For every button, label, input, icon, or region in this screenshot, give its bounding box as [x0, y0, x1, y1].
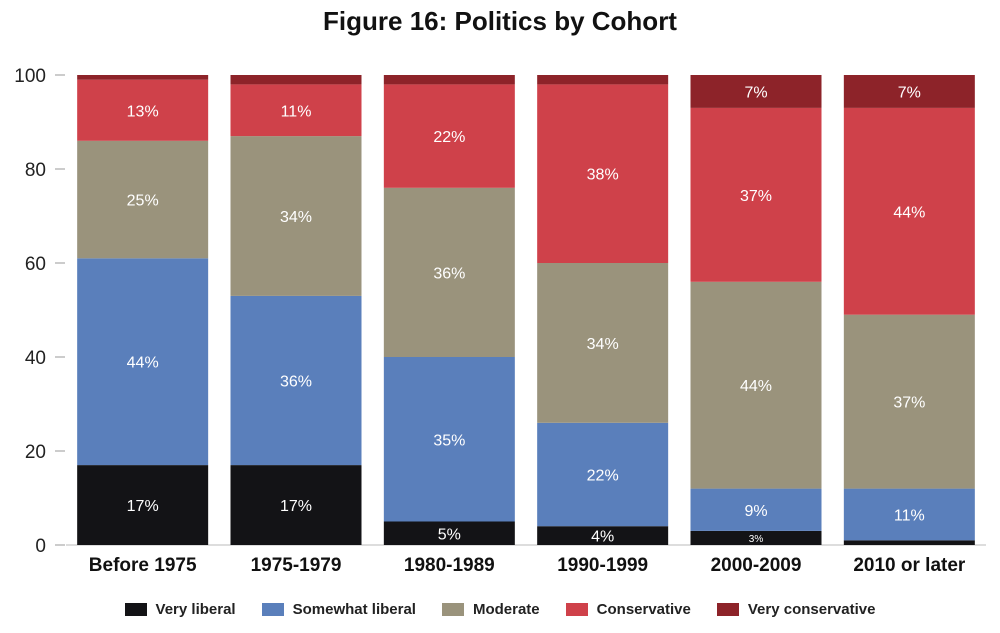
legend-item-very-conservative: Very conservative: [716, 601, 876, 618]
x-tick-label-2000-2009: 2000-2009: [711, 555, 802, 576]
data-label-very-conservative-2000-2009: 7%: [744, 84, 767, 101]
bar-segment-somewhat-liberal-before-1975: [77, 258, 209, 466]
data-label-conservative-2010-or-later: 44%: [893, 204, 925, 221]
bar-segment-somewhat-liberal-1975-1979: [230, 295, 362, 466]
bar-segment-conservative-1980-1989: [383, 84, 515, 188]
legend-swatch-very-liberal: [124, 603, 147, 616]
x-tick-label-1980-1989: 1980-1989: [404, 555, 495, 576]
bar-segment-very-conservative-1980-1989: [383, 75, 515, 85]
data-label-somewhat-liberal-1990-1999: 22%: [587, 468, 619, 485]
legend-label-very-conservative: Very conservative: [747, 601, 876, 618]
data-label-very-liberal-before-1975: 17%: [127, 498, 159, 515]
x-tick-label-before-1975: Before 1975: [89, 555, 197, 576]
bar-segment-very-liberal-before-1975: [77, 465, 209, 545]
data-label-somewhat-liberal-2000-2009: 9%: [744, 503, 767, 520]
x-tick-label-1975-1979: 1975-1979: [251, 555, 342, 576]
data-label-conservative-1980-1989: 22%: [433, 129, 465, 146]
data-label-somewhat-liberal-1980-1989: 35%: [433, 432, 465, 449]
data-label-somewhat-liberal-before-1975: 44%: [127, 355, 159, 372]
data-label-conservative-1975-1979: 11%: [281, 103, 312, 120]
data-label-somewhat-liberal-2010-or-later: 11%: [894, 507, 925, 524]
data-label-conservative-2000-2009: 37%: [740, 188, 772, 205]
y-tick-label-40: 40: [25, 348, 46, 369]
x-tick-label-2010-or-later: 2010 or later: [853, 555, 966, 576]
bar-segment-somewhat-liberal-2010-or-later: [843, 488, 975, 541]
bar-segment-moderate-1975-1979: [230, 136, 362, 296]
bar-segment-very-conservative-1990-1999: [537, 75, 669, 85]
y-tick-label-80: 80: [25, 160, 46, 181]
bar-segment-conservative-before-1975: [77, 79, 209, 141]
bar-segment-moderate-1980-1989: [383, 187, 515, 357]
legend-label-very-liberal: Very liberal: [155, 601, 236, 618]
legend-item-very-liberal: Very liberal: [124, 601, 236, 618]
data-label-moderate-1990-1999: 34%: [587, 336, 619, 353]
data-label-conservative-1990-1999: 38%: [587, 167, 619, 184]
bar-segment-very-liberal-1975-1979: [230, 465, 362, 545]
data-label-moderate-1980-1989: 36%: [433, 265, 465, 282]
data-label-very-liberal-1975-1979: 17%: [280, 498, 312, 515]
y-tick-label-20: 20: [25, 442, 46, 463]
bar-segment-very-conservative-2000-2009: [690, 75, 822, 108]
legend-label-somewhat-liberal: Somewhat liberal: [292, 601, 416, 618]
data-label-somewhat-liberal-1975-1979: 36%: [280, 374, 312, 391]
legend-label-moderate: Moderate: [472, 601, 540, 618]
bar-segment-moderate-before-1975: [77, 140, 209, 259]
bar-segment-very-conservative-2010-or-later: [843, 75, 975, 108]
bar-segment-very-liberal-1980-1989: [383, 521, 515, 545]
data-label-moderate-before-1975: 25%: [127, 193, 159, 210]
bar-segment-somewhat-liberal-2000-2009: [690, 488, 822, 531]
legend-swatch-moderate: [441, 603, 464, 616]
legend-swatch-conservative: [565, 603, 588, 616]
bar-segment-conservative-2010-or-later: [843, 107, 975, 315]
bar-segment-conservative-1975-1979: [230, 84, 362, 137]
y-tick-label-60: 60: [25, 254, 46, 275]
x-tick-label-1990-1999: 1990-1999: [557, 555, 648, 576]
legend: Very liberal Somewhat liberal Moderate C…: [0, 601, 1000, 618]
bar-segment-somewhat-liberal-1980-1989: [383, 357, 515, 522]
bar-segment-somewhat-liberal-1990-1999: [537, 422, 669, 527]
bar-segment-conservative-1990-1999: [537, 84, 669, 264]
data-label-moderate-2000-2009: 44%: [740, 378, 772, 395]
bar-segment-conservative-2000-2009: [690, 107, 822, 282]
legend-swatch-somewhat-liberal: [261, 603, 284, 616]
y-tick-label-0: 0: [35, 536, 46, 557]
bar-segment-very-liberal-2000-2009: [690, 530, 822, 545]
bar-segment-very-liberal-1990-1999: [537, 526, 669, 545]
data-label-very-conservative-2010-or-later: 7%: [898, 84, 921, 101]
y-tick-label-100: 100: [14, 66, 46, 87]
bar-segment-moderate-2010-or-later: [843, 314, 975, 489]
data-label-very-liberal-1990-1999: 4%: [591, 529, 614, 546]
bar-segment-very-conservative-before-1975: [77, 75, 209, 80]
bar-segment-moderate-2000-2009: [690, 281, 822, 489]
data-label-moderate-1975-1979: 34%: [280, 209, 312, 226]
legend-item-somewhat-liberal: Somewhat liberal: [261, 601, 416, 618]
legend-item-moderate: Moderate: [441, 601, 540, 618]
legend-item-conservative: Conservative: [565, 601, 691, 618]
bar-segment-moderate-1990-1999: [537, 263, 669, 423]
data-label-conservative-before-1975: 13%: [127, 103, 159, 120]
data-label-very-liberal-1980-1989: 5%: [438, 526, 461, 543]
chart-title: Figure 16: Politics by Cohort: [323, 6, 677, 36]
data-label-moderate-2010-or-later: 37%: [893, 395, 925, 412]
bar-segment-very-liberal-2010-or-later: [843, 540, 975, 545]
data-label-very-liberal-2000-2009: 3%: [749, 534, 764, 545]
legend-swatch-very-conservative: [716, 603, 739, 616]
legend-label-conservative: Conservative: [596, 601, 691, 618]
bar-segment-very-conservative-1975-1979: [230, 75, 362, 85]
